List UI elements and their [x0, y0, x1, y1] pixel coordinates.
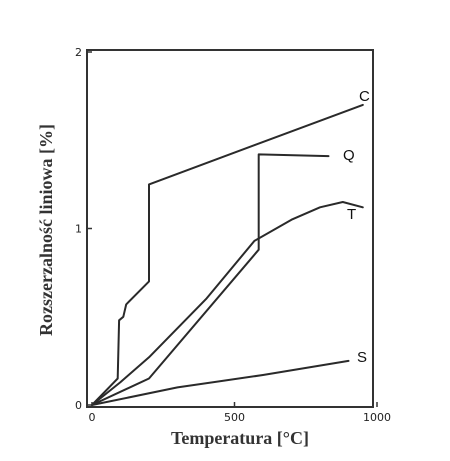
y-tick-label: 0 [75, 399, 82, 412]
curves-layer [91, 103, 364, 406]
series-label-s: S [357, 349, 367, 366]
series-labels-layer: C Q T S [343, 88, 370, 366]
ticks-layer: 0 500 1000 0 1 2 [75, 46, 391, 424]
series-label-t: T [347, 206, 356, 223]
x-tick-label: 0 [89, 411, 96, 424]
series-line-c [91, 103, 364, 406]
series-label-c: C [359, 88, 370, 105]
series-label-q: Q [343, 147, 355, 164]
series-line-q [91, 153, 330, 406]
x-axis-title: Temperatura [°C] [171, 428, 309, 448]
plot-frame [86, 49, 374, 408]
y-axis-title: Rozszerzalność liniowa [%] [36, 124, 56, 336]
series-line-s [91, 359, 350, 406]
y-tick-label: 1 [75, 223, 82, 236]
x-tick-label: 1000 [363, 411, 391, 424]
x-tick-label: 500 [224, 411, 245, 424]
y-tick-label: 2 [75, 46, 82, 59]
series-line-t [91, 201, 364, 406]
